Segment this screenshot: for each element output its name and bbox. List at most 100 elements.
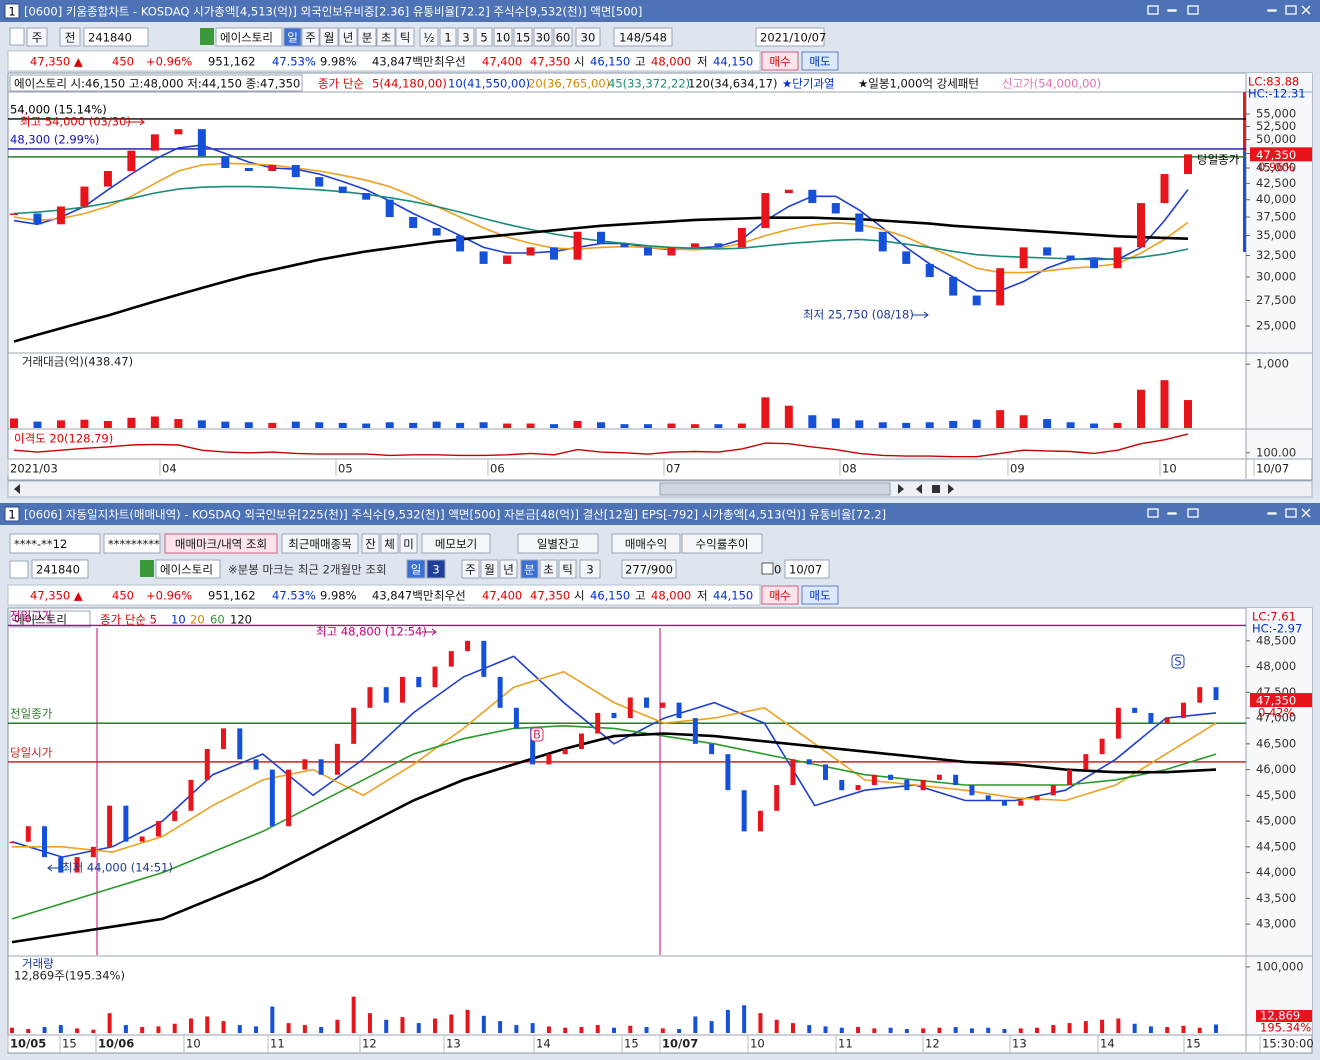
button[interactable]	[281, 533, 359, 554]
menu-icon[interactable]	[9, 560, 29, 579]
candle	[790, 759, 796, 786]
candle	[690, 243, 699, 248]
volume-bar	[351, 996, 356, 1033]
button[interactable]	[533, 27, 553, 47]
button[interactable]	[513, 27, 533, 47]
new-icon[interactable]	[140, 560, 154, 577]
menu-icon[interactable]	[9, 27, 25, 46]
button[interactable]	[426, 559, 446, 579]
button[interactable]	[357, 27, 377, 47]
candle	[432, 228, 441, 236]
button[interactable]	[480, 559, 499, 579]
volume-bar	[823, 1026, 828, 1033]
window-number-box	[4, 3, 20, 19]
volume-bar	[872, 1028, 877, 1033]
hc-label: HC:-2.97	[1252, 622, 1302, 636]
y-tick-label: 55,000	[1256, 107, 1296, 121]
button[interactable]	[553, 27, 573, 47]
window-controls[interactable]	[1147, 5, 1311, 518]
candle	[1090, 259, 1099, 269]
button[interactable]	[9, 74, 303, 92]
button[interactable]	[406, 559, 426, 579]
button[interactable]	[457, 27, 475, 47]
volume-bar	[1116, 1018, 1121, 1033]
candle	[286, 769, 292, 827]
button[interactable]	[681, 533, 763, 554]
button[interactable]	[380, 533, 399, 554]
candle	[526, 247, 535, 256]
button[interactable]	[579, 559, 601, 579]
x-tick-label: 09	[1010, 462, 1025, 476]
text-label: 43,847백만	[372, 589, 434, 603]
y-tick-label: 45,000	[1256, 814, 1296, 828]
button[interactable]	[376, 27, 396, 47]
button[interactable]	[621, 559, 677, 579]
button[interactable]	[461, 559, 480, 579]
button[interactable]	[801, 51, 839, 71]
button[interactable]	[421, 533, 491, 554]
button[interactable]	[9, 533, 101, 554]
volume-bar	[479, 422, 488, 428]
volume-bar	[291, 421, 300, 428]
button[interactable]	[784, 559, 830, 579]
button[interactable]	[517, 533, 599, 554]
button[interactable]	[539, 559, 558, 579]
window-title: [0600] 키움종합차트 - KOSDAQ 시가총액[4,513(억)] 외국…	[24, 5, 642, 19]
candle	[573, 231, 582, 260]
button[interactable]	[493, 27, 513, 47]
button[interactable]	[761, 585, 799, 605]
button[interactable]	[475, 27, 493, 47]
trade-mark-label: S	[1174, 655, 1181, 669]
candle	[10, 213, 18, 215]
candle	[74, 857, 80, 873]
button[interactable]	[164, 533, 278, 554]
button[interactable]	[419, 27, 439, 47]
candle	[725, 754, 731, 791]
button[interactable]	[83, 27, 149, 47]
scroll-buttons[interactable]	[898, 484, 954, 494]
button[interactable]	[9, 610, 91, 628]
new-icon[interactable]	[200, 28, 214, 45]
button[interactable]	[361, 533, 380, 554]
candle	[806, 759, 812, 765]
button[interactable]	[26, 27, 48, 47]
button[interactable]	[301, 27, 320, 47]
button[interactable]	[59, 27, 81, 47]
button[interactable]	[611, 533, 681, 554]
scroll-thumb[interactable]	[659, 482, 891, 496]
checkbox[interactable]	[761, 562, 774, 575]
button-label: 에이스토리	[220, 31, 273, 45]
volume-bar	[597, 422, 605, 428]
button[interactable]	[319, 27, 339, 47]
button[interactable]	[338, 27, 358, 47]
text-label: 10(41,550,00)	[448, 77, 530, 91]
button[interactable]	[283, 27, 302, 47]
button[interactable]	[395, 27, 415, 47]
text-label: 최우선	[434, 589, 466, 603]
candle	[1083, 754, 1089, 770]
window-number: 1	[8, 508, 15, 522]
button[interactable]	[613, 27, 673, 47]
button[interactable]	[761, 51, 799, 71]
button[interactable]	[439, 27, 457, 47]
button[interactable]	[399, 533, 418, 554]
button[interactable]	[575, 27, 601, 47]
volume-bar	[221, 421, 230, 428]
button[interactable]	[755, 27, 825, 47]
button[interactable]	[31, 559, 89, 579]
button[interactable]	[215, 27, 283, 47]
button[interactable]	[499, 559, 518, 579]
button[interactable]	[558, 559, 577, 579]
candle	[268, 165, 277, 172]
window-number: 1	[8, 5, 15, 19]
moving-average	[13, 144, 1189, 292]
button[interactable]	[520, 559, 539, 579]
button[interactable]	[103, 533, 161, 554]
button-label: 분	[362, 31, 373, 45]
button[interactable]	[155, 559, 221, 579]
volume-bar	[286, 1023, 291, 1033]
y-tick-label: 47,000	[1256, 711, 1296, 725]
button-label: 체	[384, 537, 395, 551]
button[interactable]	[801, 585, 839, 605]
candle	[513, 707, 519, 729]
